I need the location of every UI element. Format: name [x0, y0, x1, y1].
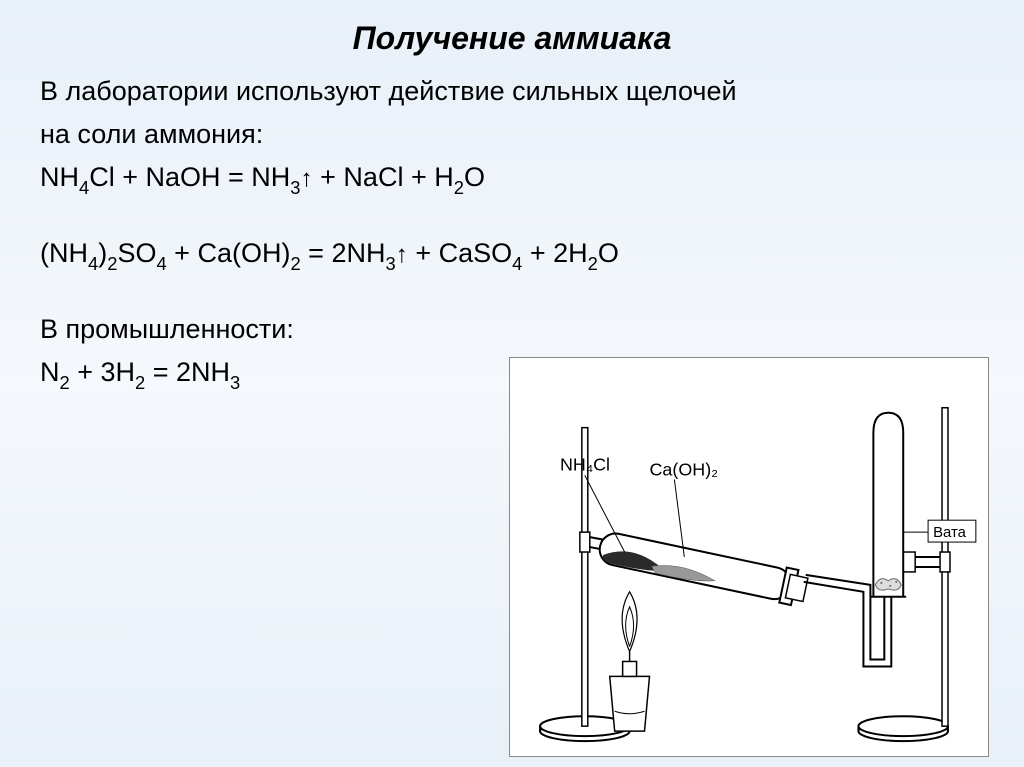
label-vata: Вата: [933, 524, 967, 541]
intro-line-1: В лаборатории используют действие сильны…: [40, 72, 984, 111]
equation-1: NH4Cl + NaOH = NH3↑ + NaCl + H2O: [40, 158, 984, 200]
label-caoh2: Ca(OH)₂: [650, 459, 719, 479]
test-tube-icon: [596, 529, 809, 608]
body-content: В лаборатории используют действие сильны…: [40, 72, 984, 395]
intro-line-2: на соли аммония:: [40, 115, 984, 154]
collection-tube-icon: [870, 413, 906, 597]
equation-2: (NH4)2SO4 + Ca(OH)2 = 2NH3↑ + CaSO4 + 2H…: [40, 234, 984, 276]
burner-icon: [610, 592, 650, 731]
industry-label: В промышленности:: [40, 310, 984, 349]
page-title: Получение аммиака: [40, 20, 984, 57]
apparatus-diagram: NH₄Cl Ca(OH)₂ Вата: [509, 357, 989, 757]
label-nh4cl: NH₄Cl: [560, 454, 610, 474]
diagram-svg: NH₄Cl Ca(OH)₂ Вата: [510, 358, 988, 756]
